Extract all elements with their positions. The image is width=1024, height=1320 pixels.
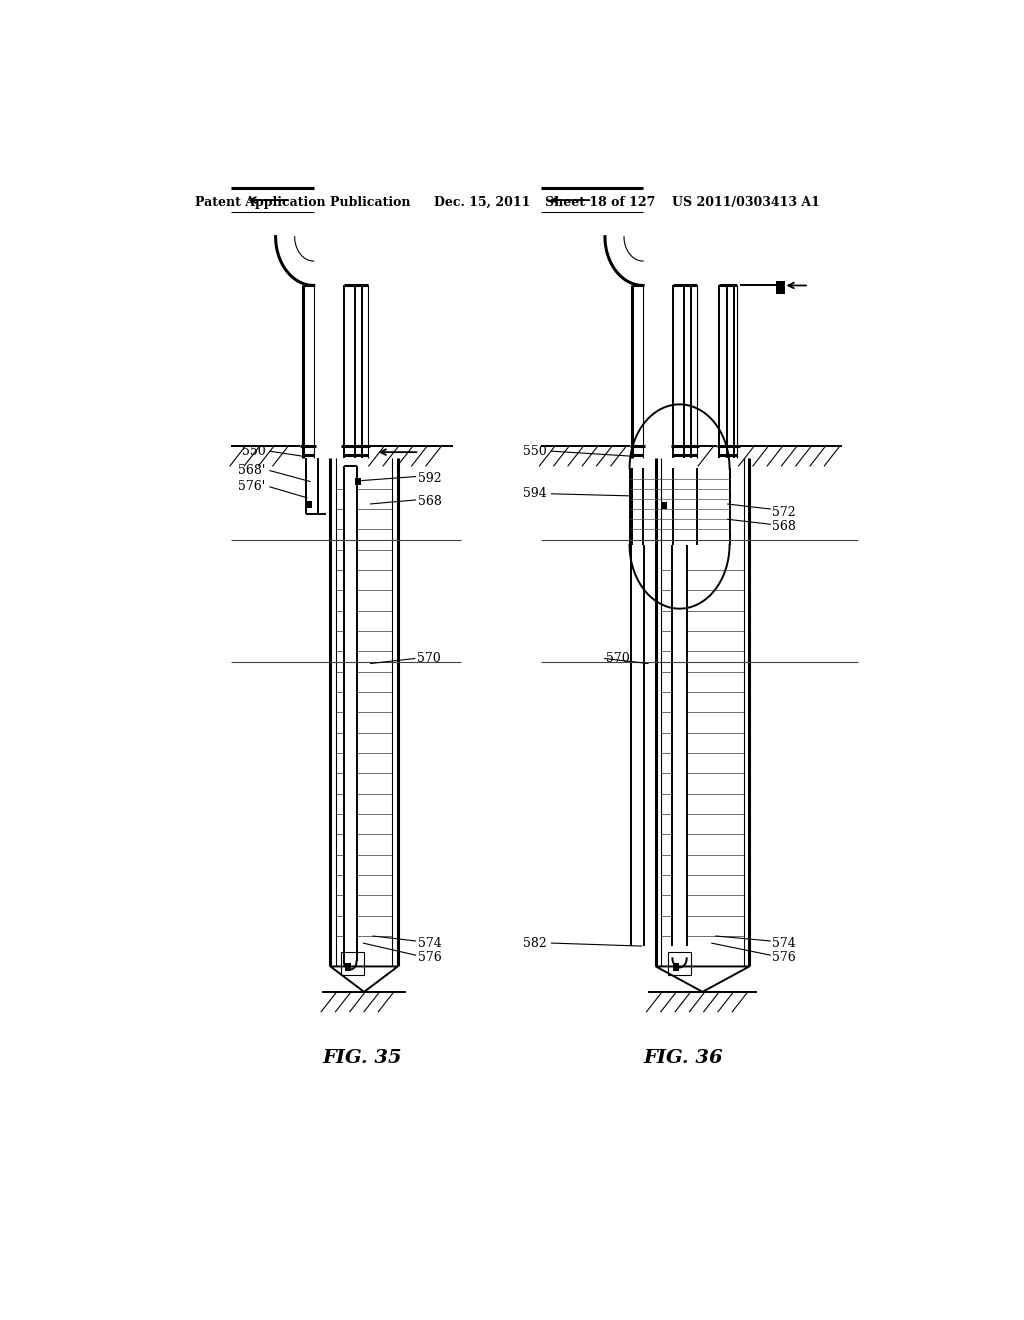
Text: FIG. 36: FIG. 36 — [644, 1049, 723, 1067]
Text: 568': 568' — [238, 463, 265, 477]
Text: US 2011/0303413 A1: US 2011/0303413 A1 — [672, 195, 819, 209]
Bar — [659, 502, 670, 512]
Text: 570: 570 — [417, 652, 440, 665]
Text: 550: 550 — [242, 445, 265, 458]
Text: Patent Application Publication: Patent Application Publication — [196, 195, 411, 209]
Text: FIG. 35: FIG. 35 — [323, 1049, 402, 1067]
Text: 550: 550 — [523, 445, 547, 458]
Text: 592: 592 — [418, 473, 441, 484]
Bar — [673, 964, 679, 970]
Bar — [775, 281, 785, 293]
Text: 576': 576' — [238, 480, 265, 494]
Text: 574: 574 — [418, 937, 441, 949]
Text: Sheet 18 of 127: Sheet 18 of 127 — [545, 195, 655, 209]
Text: Dec. 15, 2011: Dec. 15, 2011 — [433, 195, 529, 209]
Text: 574: 574 — [772, 937, 796, 949]
Text: 568: 568 — [418, 495, 441, 508]
Bar — [669, 952, 690, 974]
Bar — [306, 500, 312, 508]
Text: 576: 576 — [418, 950, 441, 964]
Text: 576: 576 — [772, 950, 796, 964]
Text: 570: 570 — [606, 652, 630, 665]
Bar — [355, 478, 360, 484]
Bar — [345, 964, 351, 970]
Text: 572: 572 — [772, 506, 796, 519]
Bar — [663, 503, 667, 508]
Text: 594: 594 — [523, 487, 547, 500]
Bar — [341, 952, 365, 974]
Text: 582: 582 — [523, 937, 547, 949]
Text: 568: 568 — [772, 520, 797, 533]
